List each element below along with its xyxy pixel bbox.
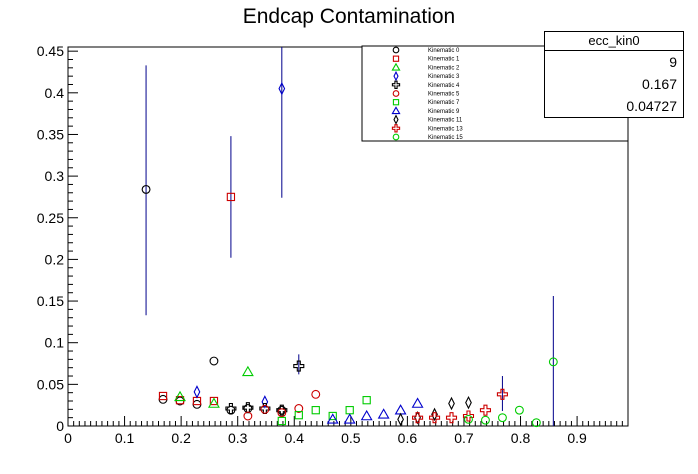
data-point	[277, 405, 287, 415]
data-point	[260, 404, 270, 414]
data-point	[445, 412, 458, 424]
y-tick-label: 0.15	[37, 293, 64, 309]
data-point	[261, 395, 269, 409]
data-point	[311, 389, 321, 399]
y-axis: 0 0.05 0.1 0.15 0.2 0.25 0.3 0.35 0.4 0.45	[37, 43, 78, 434]
data-point	[411, 397, 424, 408]
data-point	[209, 356, 219, 366]
y-tick-label: 0.4	[45, 85, 65, 101]
stats-box: ecc_kin0 9 0.167 0.04727	[544, 31, 684, 118]
x-tick-label: 0.5	[341, 430, 361, 446]
data-point	[514, 405, 524, 415]
data-point	[397, 412, 404, 427]
data-point	[345, 406, 354, 415]
data-point	[294, 404, 304, 413]
legend-marker	[393, 114, 399, 125]
x-axis: 0 0.1 0.2 0.3 0.4 0.5 0.6 0.7 0.8 0.9	[64, 416, 629, 446]
y-tick-label: 0.25	[37, 210, 64, 226]
data-point	[207, 397, 220, 408]
stats-rms: 0.04727	[626, 98, 677, 114]
legend-label: Kinematic 2	[428, 65, 460, 71]
legend-label: Kinematic 5	[428, 92, 460, 98]
x-tick-label: 0.7	[454, 430, 474, 446]
data-point	[548, 357, 558, 367]
plot-frame	[67, 46, 629, 427]
stats-entries: 9	[669, 54, 677, 70]
data-point	[465, 395, 472, 410]
data-point	[448, 396, 455, 411]
y-tick-label: 0.2	[45, 251, 65, 267]
x-tick-label: 0	[64, 430, 72, 446]
data-point	[497, 413, 507, 423]
legend-marker	[391, 106, 401, 115]
data-point	[193, 385, 201, 399]
legend-label: Kinematic 4	[428, 83, 460, 89]
stats-box-title: ecc_kin0	[545, 32, 683, 51]
data-point	[377, 408, 390, 419]
y-tick-label: 0	[56, 418, 64, 434]
legend-marker	[391, 62, 401, 71]
data-markers	[141, 81, 558, 428]
data-point	[141, 184, 151, 194]
data-point	[293, 360, 305, 372]
data-point	[225, 402, 237, 415]
data-point	[481, 415, 490, 425]
legend-label: Kinematic 7	[428, 100, 460, 106]
data-point	[226, 192, 236, 202]
x-tick-label: 0.4	[285, 430, 305, 446]
data-point	[174, 390, 186, 402]
data-point	[464, 414, 473, 424]
legend-marker	[392, 133, 400, 141]
x-tick-label: 0.8	[511, 430, 531, 446]
data-point	[243, 411, 253, 421]
data-point	[360, 409, 373, 421]
legend-label: Kinematic 3	[428, 74, 460, 80]
data-point	[277, 416, 286, 426]
x-tick-label: 0.2	[171, 430, 191, 446]
legend-marker	[392, 55, 400, 62]
data-point	[158, 391, 168, 401]
data-point	[328, 411, 337, 421]
legend-label: Kinematic 9	[428, 109, 460, 115]
legend-marker	[392, 99, 400, 106]
x-tick-label: 0.3	[228, 430, 248, 446]
y-tick-label: 0.3	[45, 168, 65, 184]
data-point	[479, 404, 492, 416]
data-point	[241, 365, 254, 377]
legend-marker	[392, 46, 400, 54]
legend-label: Kinematic 11	[428, 118, 463, 124]
y-tick-label: 0.45	[37, 43, 64, 59]
legend-marker	[392, 90, 400, 97]
y-tick-label: 0.05	[37, 376, 64, 392]
y-tick-label: 0.1	[45, 335, 65, 351]
error-bars	[145, 47, 554, 426]
data-point	[428, 412, 441, 424]
x-tick-label: 0.1	[115, 430, 135, 446]
data-point	[311, 406, 320, 415]
data-point	[326, 413, 339, 424]
data-point	[412, 412, 424, 424]
legend-marker	[391, 80, 401, 89]
data-point	[362, 396, 371, 405]
legend-marker	[393, 70, 399, 82]
data-point	[496, 388, 508, 400]
y-tick-label: 0.35	[37, 126, 64, 142]
legend-label: Kinematic 15	[428, 135, 463, 141]
legend-label: Kinematic 0	[428, 48, 460, 54]
data-point	[277, 408, 287, 418]
x-tick-label: 0.6	[398, 430, 418, 446]
legend-label: Kinematic 13	[428, 126, 463, 132]
x-tick-label: 0.9	[567, 430, 587, 446]
data-point	[531, 418, 541, 428]
data-point	[462, 410, 475, 422]
legend-label: Kinematic 1	[428, 57, 460, 63]
legend-marker	[391, 124, 401, 133]
data-point	[278, 81, 286, 96]
data-point	[294, 411, 303, 420]
data-point	[343, 413, 356, 424]
stats-mean: 0.167	[641, 76, 677, 92]
chart-title: Endcap Contamination	[243, 5, 455, 28]
